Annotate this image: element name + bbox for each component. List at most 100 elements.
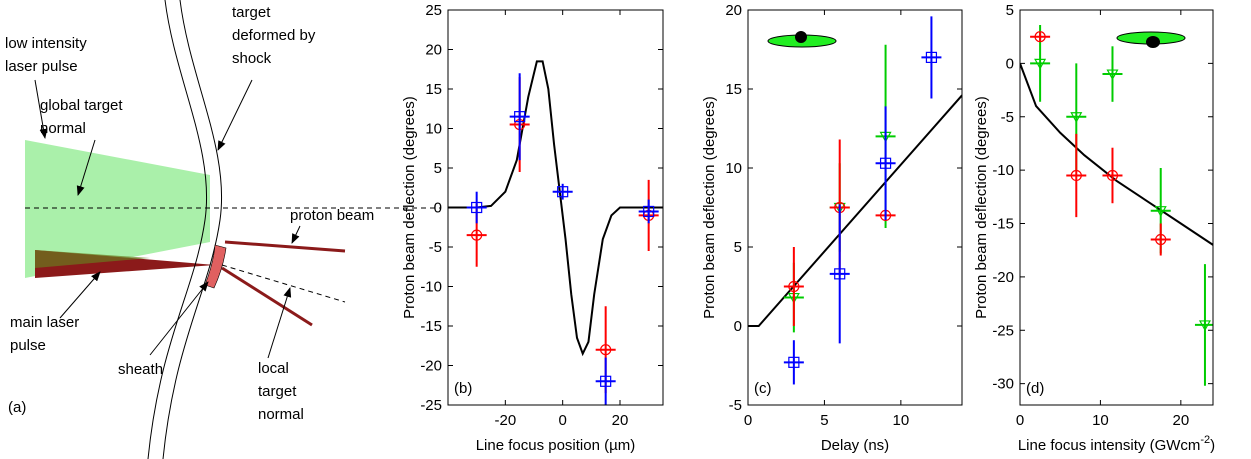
marker [600, 375, 612, 387]
diagram-label: target [258, 383, 297, 400]
marker [879, 157, 892, 169]
y-tick-label: 0 [1006, 55, 1014, 72]
y-tick-label: -5 [729, 397, 742, 414]
target-front [147, 0, 208, 459]
y-tick-label: 0 [434, 200, 442, 217]
diagram-label: laser pulse [5, 58, 78, 75]
marker [600, 344, 612, 356]
plot-area [748, 16, 962, 385]
x-tick-label: 20 [612, 412, 629, 429]
panel-label: (c) [754, 380, 772, 397]
axes-box [1019, 9, 1214, 406]
x-tick-label: 0 [744, 412, 752, 429]
x-axis-label: Delay (ns) [821, 437, 889, 454]
proton-beam-2 [221, 266, 313, 327]
x-tick-label: 20 [1172, 412, 1189, 429]
model-curve [748, 94, 962, 327]
x-axis-label: Line focus intensity (GWcm-2) [1018, 434, 1215, 454]
proton-beam [224, 240, 346, 253]
sheath-shape [204, 244, 227, 289]
y-tick-label: 5 [434, 160, 442, 177]
diagram-label: sheath [118, 361, 163, 378]
panel-label: (a) [8, 399, 26, 416]
icon-dot [1146, 36, 1160, 48]
diagram [25, 0, 440, 459]
y-tick-label: 10 [725, 160, 742, 177]
marker [1155, 233, 1167, 246]
x-tick-label: 0 [558, 412, 566, 429]
x-tick-label: 0 [1016, 412, 1024, 429]
marker [557, 186, 569, 198]
target-back [162, 0, 223, 459]
marker [1198, 320, 1211, 332]
marker [788, 280, 800, 293]
local-normal [221, 264, 346, 303]
x-axis-label: Line focus position (µm) [476, 437, 636, 454]
diagram-label: deformed by [232, 27, 316, 44]
y-tick-label: -15 [420, 318, 442, 335]
y-axis-label: Proton beam deflection (degrees) [701, 96, 718, 319]
y-tick-label: 20 [425, 42, 442, 59]
marker [1154, 206, 1167, 217]
y-tick-label: 15 [725, 81, 742, 98]
panel-label: (b) [454, 380, 472, 397]
marker [788, 356, 800, 368]
icon-dot [795, 31, 807, 43]
marker [1070, 169, 1082, 182]
marker [471, 201, 483, 214]
marker [834, 268, 846, 280]
x-tick-label: 10 [893, 412, 910, 429]
diagram-label: normal [40, 120, 86, 137]
marker [1034, 58, 1047, 70]
diagram-label: shock [232, 50, 272, 67]
x-axis-label-part: µ [609, 437, 618, 454]
arrow [267, 287, 292, 359]
marker [1106, 169, 1119, 182]
diagram-label: proton beam [290, 207, 374, 224]
marker [1070, 112, 1083, 123]
plot-area [448, 60, 663, 405]
marker [1106, 69, 1119, 81]
y-tick-label: 5 [734, 239, 742, 256]
x-axis-label-part: m) [618, 437, 636, 454]
arrow [149, 281, 209, 356]
y-tick-label: -10 [992, 162, 1014, 179]
diagram-label: local [258, 360, 289, 377]
x-tick-label: 10 [1092, 412, 1109, 429]
x-axis-label-part: ) [1210, 437, 1215, 454]
y-axis-label: Proton beam deflection (degrees) [401, 96, 418, 319]
diagram-label: pulse [10, 337, 46, 354]
y-tick-label: -5 [1001, 109, 1014, 126]
arrow [217, 79, 253, 151]
y-tick-label: 20 [725, 2, 742, 19]
x-axis-label-part: Line focus position ( [476, 437, 609, 454]
y-tick-label: -25 [992, 322, 1014, 339]
axes-box [447, 9, 664, 406]
marker [514, 111, 526, 123]
y-tick-label: 10 [425, 121, 442, 138]
y-tick-label: 0 [734, 318, 742, 335]
arrow [34, 79, 48, 139]
y-tick-label: -5 [429, 239, 442, 256]
panel-label: (d) [1026, 380, 1044, 397]
model-curve [1020, 63, 1213, 246]
diagram-label: target [232, 4, 271, 21]
marker [925, 51, 938, 64]
main-laser-overlap [35, 250, 150, 268]
y-tick-label: -20 [420, 358, 442, 375]
arrow [59, 271, 101, 319]
x-tick-label: 5 [820, 412, 828, 429]
y-tick-label: -20 [992, 269, 1014, 286]
plot-area [1020, 24, 1213, 386]
x-axis-label-part: Delay (ns) [821, 437, 889, 454]
marker [471, 229, 483, 241]
diagram-label: normal [258, 406, 304, 423]
diagram-label: global target [40, 97, 123, 114]
marker [643, 205, 655, 218]
diagram-label: main laser [10, 314, 79, 331]
y-tick-label: 15 [425, 81, 442, 98]
y-tick-label: 5 [1006, 2, 1014, 19]
low-laser-beam [25, 140, 210, 278]
diagram-label: low intensity [5, 35, 87, 52]
